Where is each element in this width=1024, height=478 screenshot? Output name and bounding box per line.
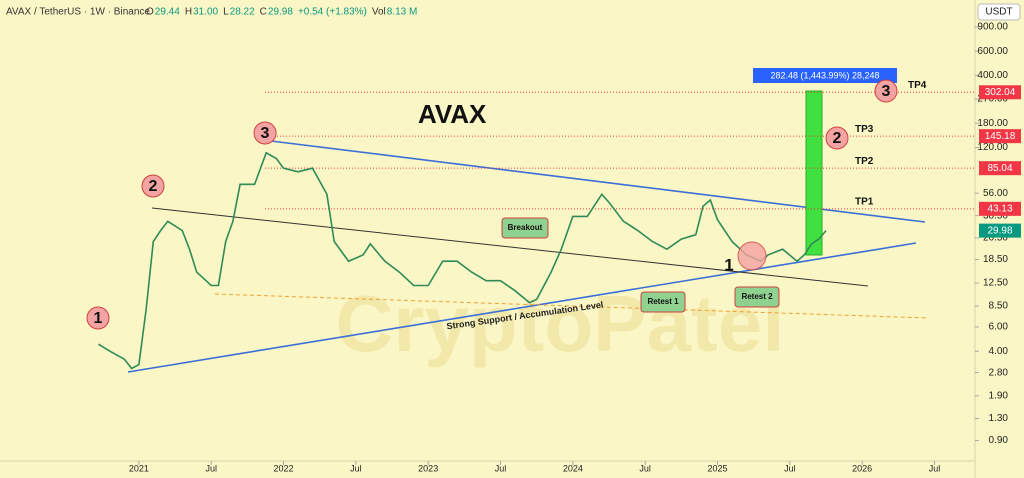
wave-label: 1 — [724, 255, 733, 274]
x-tick-label: 2023 — [418, 463, 438, 473]
x-tick-label: Jul — [784, 463, 796, 473]
y-tick-label: 1.90 — [989, 390, 1009, 401]
annotation-box — [501, 217, 549, 239]
trend-line — [127, 242, 917, 373]
annotation: Breakout — [508, 223, 543, 232]
level-badge — [979, 85, 1021, 100]
header-value: 8.13 M — [387, 7, 418, 18]
x-tick-label: Jul — [929, 463, 941, 473]
wave-circle — [825, 126, 849, 150]
wave-circle — [874, 79, 898, 103]
retest-circle — [737, 241, 767, 271]
y-tick-label: 400.00 — [977, 70, 1008, 81]
y-tick-label: 26.50 — [983, 233, 1008, 244]
level-label: 85.04 — [987, 163, 1012, 174]
wave-circle — [141, 174, 165, 198]
trend-line — [151, 207, 869, 287]
y-tick-label: 12.50 — [983, 278, 1008, 289]
watermark: CryptoPatel — [336, 279, 785, 368]
currency: USDT — [985, 7, 1012, 18]
level-badge — [979, 201, 1021, 216]
y-tick-label: 600.00 — [977, 46, 1008, 57]
y-tick-label: 180.00 — [977, 118, 1008, 129]
level-label: 302.04 — [985, 87, 1016, 98]
header-label: O — [146, 7, 154, 18]
price-line — [97, 151, 827, 370]
header-label: Vol — [372, 7, 386, 18]
chart-title: AVAX — [418, 99, 487, 129]
header-label: L — [223, 7, 229, 18]
x-tick-label: 2026 — [852, 463, 872, 473]
tp-label: TP4 — [908, 80, 927, 91]
level-label: 43.13 — [987, 203, 1012, 214]
x-tick-label: Jul — [205, 463, 217, 473]
measure-label: 282.48 (1,443.99%) 28,248 — [770, 70, 879, 80]
wave-circle — [86, 306, 110, 330]
wave-label: 2 — [833, 130, 842, 147]
x-tick-label: Jul — [350, 463, 362, 473]
y-tick-label: 56.00 — [983, 188, 1008, 199]
header-label: C — [260, 7, 267, 18]
x-tick-label: 2025 — [707, 463, 727, 473]
annotation-box — [734, 286, 780, 308]
level-badge — [979, 129, 1021, 144]
header-value: +0.54 (+1.83%) — [298, 7, 367, 18]
header-value: 28.22 — [230, 7, 255, 18]
y-tick-label: 6.00 — [989, 322, 1009, 333]
y-tick-label: 0.90 — [989, 435, 1009, 446]
header-value: 31.00 — [193, 7, 218, 18]
x-tick-label: 2021 — [129, 463, 149, 473]
wave-circle — [253, 121, 277, 145]
wave-label: 1 — [94, 310, 103, 327]
header-value: 29.98 — [268, 7, 293, 18]
y-tick-label: 8.50 — [989, 301, 1009, 312]
tp-label: TP3 — [855, 124, 874, 135]
last-price-label: 29.98 — [987, 225, 1012, 236]
tp-label: TP2 — [855, 156, 874, 167]
header-label: H — [185, 7, 192, 18]
y-tick-label: 18.50 — [983, 254, 1008, 265]
x-tick-label: Jul — [639, 463, 651, 473]
wave-label: 3 — [882, 83, 891, 100]
y-tick-label: 4.00 — [989, 346, 1009, 357]
currency-box — [977, 3, 1021, 21]
y-tick-label: 2.80 — [989, 367, 1009, 378]
measure-box — [753, 68, 897, 83]
wave-label: 3 — [261, 125, 270, 142]
measure-bar — [805, 90, 823, 256]
level-label: 145.18 — [985, 131, 1016, 142]
annotation: Retest 2 — [741, 292, 773, 301]
y-tick-label: 900.00 — [977, 22, 1008, 33]
y-tick-label: 1.30 — [989, 413, 1009, 424]
tp-label: TP1 — [855, 196, 874, 207]
symbol: AVAX / TetherUS · 1W · Binance — [6, 7, 150, 18]
x-tick-label: Jul — [495, 463, 507, 473]
header-value: 29.44 — [155, 7, 180, 18]
x-tick-label: 2024 — [563, 463, 583, 473]
x-tick-label: 2022 — [274, 463, 294, 473]
last-price-badge — [979, 223, 1021, 238]
wave-label: 2 — [149, 178, 158, 195]
annotation: Retest 1 — [647, 297, 679, 306]
level-badge — [979, 161, 1021, 176]
y-tick-label: 120.00 — [977, 142, 1008, 153]
annotation-box — [640, 291, 686, 313]
